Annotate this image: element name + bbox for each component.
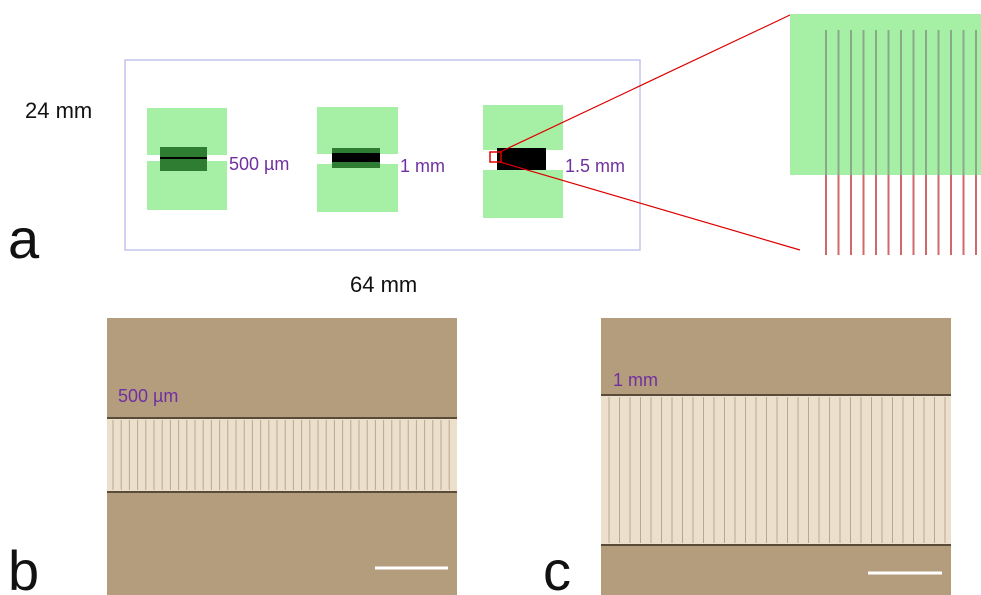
- panel-label: b: [8, 539, 39, 595]
- gap-label: 1 mm: [613, 370, 658, 390]
- pad-1: [147, 108, 227, 210]
- panel-label: c: [543, 539, 571, 595]
- height-label: 24 mm: [25, 98, 92, 123]
- gap-label: 500 µm: [118, 386, 178, 406]
- figure: 24 mm 64 mm a 500 µm 1 mm 1.5 mm 500 µm …: [0, 0, 981, 595]
- pad-3: [483, 15, 800, 250]
- gap-label: 1.5 mm: [565, 156, 625, 176]
- gap-label: 1 mm: [400, 156, 445, 176]
- micrograph: [107, 318, 457, 595]
- micrograph: [601, 318, 951, 595]
- width-label: 64 mm: [350, 272, 417, 297]
- pad-2: [317, 107, 398, 212]
- page: {"panel_a": {"label": "a", "height_label…: [0, 0, 981, 595]
- gap-label: 500 µm: [229, 154, 289, 174]
- panel-label: a: [8, 207, 40, 270]
- zoom-inset: [790, 14, 981, 255]
